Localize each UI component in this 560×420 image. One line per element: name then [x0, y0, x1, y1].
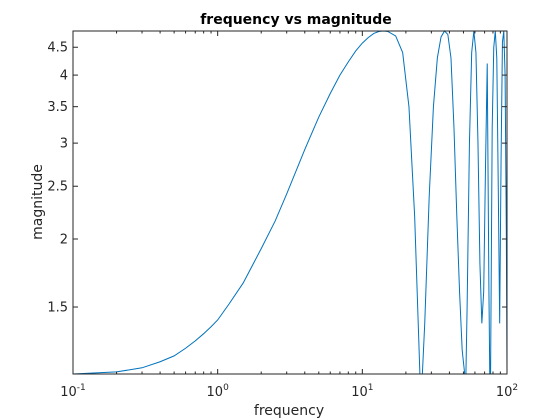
y-tick-label: 4.5	[47, 41, 68, 56]
x-tick-label: 100	[207, 383, 230, 400]
y-tick-label: 1.5	[47, 301, 68, 316]
x-axis: 10-1 100 101 102	[60, 31, 518, 400]
series-line-0	[72, 30, 508, 375]
y-tick-label: 4	[60, 69, 68, 84]
y-axis: 1.5 2 2.5 3 3.5 4 4.5	[47, 41, 507, 316]
axes-box	[72, 30, 508, 375]
plot-area	[72, 30, 508, 375]
y-axis-label: magnitude	[30, 164, 46, 240]
x-axis-label: frequency	[254, 403, 324, 419]
x-tick-label: 102	[496, 383, 518, 400]
y-tick-label: 2	[60, 232, 68, 247]
y-tick-label: 3.5	[47, 100, 68, 115]
y-tick-label: 2.5	[47, 180, 68, 195]
x-tick-label: 101	[351, 383, 373, 400]
chart-title: frequency vs magnitude	[200, 12, 392, 28]
x-tick-label: 10-1	[60, 383, 86, 400]
y-tick-label: 3	[60, 137, 68, 152]
